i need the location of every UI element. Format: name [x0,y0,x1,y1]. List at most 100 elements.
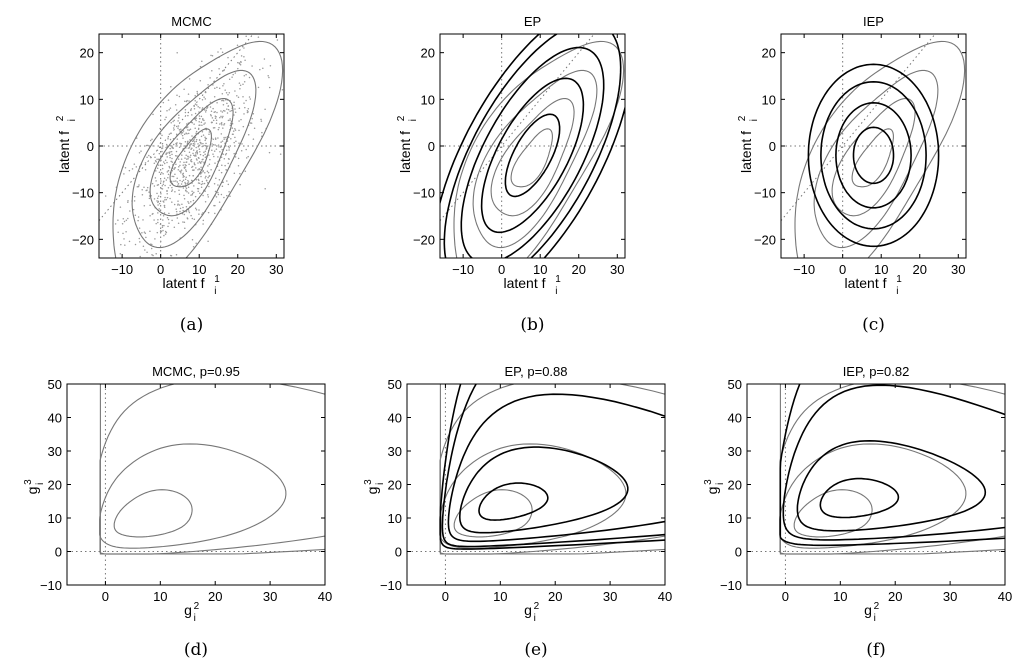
mcmc-sample-point [163,234,165,237]
mcmc-sample-point [216,111,218,114]
mcmc-sample-point [171,201,173,203]
mcmc-sample-point [222,181,224,184]
mcmc-sample-point [193,137,196,139]
mcmc-sample-point [257,36,260,38]
y-axis-label-group: latent f 2 i [396,115,419,173]
mcmc-sample-point [133,200,136,202]
mcmc-sample-point [236,44,239,47]
panel-title: EP [524,14,541,29]
mcmc-sample-point [163,204,166,207]
mcmc-sample-point [224,154,227,156]
mcmc-sample-point [191,193,193,196]
mcmc-sample-point [227,183,230,186]
mcmc-sample-point [186,132,188,135]
mcmc-sample-point [160,187,163,190]
mcmc-sample-point [197,178,200,181]
mcmc-sample-point [221,99,223,102]
mcmc-sample-point [234,127,236,130]
mcmc-sample-point [234,108,236,110]
y-axis-label: latent f [56,131,72,173]
mcmc-sample-point [194,103,197,105]
mcmc-sample-point [194,127,196,130]
mcmc-sample-point [190,201,192,203]
mcmc-sample-point [234,156,237,158]
mcmc-sample-point [206,145,209,147]
mcmc-sample-point [204,136,206,139]
mcmc-sample-point [222,115,224,118]
mcmc-sample-point [143,186,145,189]
mcmc-sample-point [195,208,198,211]
mcmc-sample-point [228,149,230,151]
mcmc-sample-point [243,102,245,104]
mcmc-sample-point [177,127,179,129]
panel-caption: (f) [866,640,886,660]
mcmc-sample-point [197,128,200,131]
mcmc-sample-point [162,161,165,163]
mcmc-sample-point [153,185,156,187]
mcmc-sample-point [157,158,160,161]
plot-area [440,34,625,258]
mcmc-sample-point [211,117,214,119]
mcmc-sample-point [164,233,167,235]
mcmc-sample-point [189,154,192,156]
mcmc-sample-point [193,141,196,143]
mcmc-sample-point [157,204,159,206]
mcmc-sample-point [179,179,181,182]
mcmc-sample-point [238,82,241,84]
mcmc-sample-point [225,136,227,139]
mcmc-sample-point [204,150,207,153]
mcmc-sample-point [221,124,223,126]
mcmc-sample-point [176,94,178,96]
mcmc-sample-point [227,162,229,165]
mcmc-sample-point [153,198,156,200]
mcmc-sample-point [217,128,220,131]
mcmc-sample-point [221,185,224,188]
mcmc-sample-point [159,223,162,226]
mcmc-sample-point [179,164,181,167]
mcmc-sample-point [176,138,179,140]
mcmc-sample-point [215,196,218,198]
mcmc-sample-point [205,147,208,150]
mcmc-sample-point [185,210,188,213]
y-axis-label-group: g 3 i [363,479,386,494]
mcmc-sample-point [190,148,192,150]
mcmc-sample-point [241,143,243,145]
mcmc-sample-point [204,98,207,100]
mcmc-sample-point [157,183,160,186]
mcmc-sample-point [243,55,245,58]
mcmc-sample-point [188,78,191,80]
mcmc-sample-point [246,110,249,112]
mcmc-sample-point [190,158,193,161]
mcmc-sample-point [166,171,169,173]
x-tick-label: 0 [442,589,449,604]
x-axis-label: g [864,602,872,618]
mcmc-sample-point [207,240,209,242]
x-tick-label: 30 [943,589,957,604]
mcmc-sample-point [158,202,161,205]
mcmc-sample-point [230,109,233,112]
mcmc-sample-point [220,115,222,118]
mcmc-sample-point [194,95,196,97]
y-tick-label: −10 [380,578,402,593]
mcmc-sample-point [220,141,222,143]
mcmc-sample-point [156,231,159,234]
mcmc-sample-point [268,151,271,154]
mcmc-sample-point [159,142,162,144]
mcmc-sample-point [122,218,125,220]
mcmc-sample-point [248,76,251,79]
mcmc-sample-point [160,192,162,195]
mcmc-sample-point [145,144,148,147]
plot-area [747,384,1005,585]
x-tick-label: 10 [153,589,167,604]
mcmc-sample-point [194,154,197,156]
mcmc-sample-point [138,237,141,240]
mcmc-sample-point [196,104,198,106]
mcmc-sample-point [190,143,193,145]
mcmc-sample-point [157,201,159,204]
mcmc-sample-point [186,217,189,220]
mcmc-sample-point [168,212,170,215]
mcmc-sample-point [234,111,237,114]
mcmc-sample-point [171,146,173,149]
